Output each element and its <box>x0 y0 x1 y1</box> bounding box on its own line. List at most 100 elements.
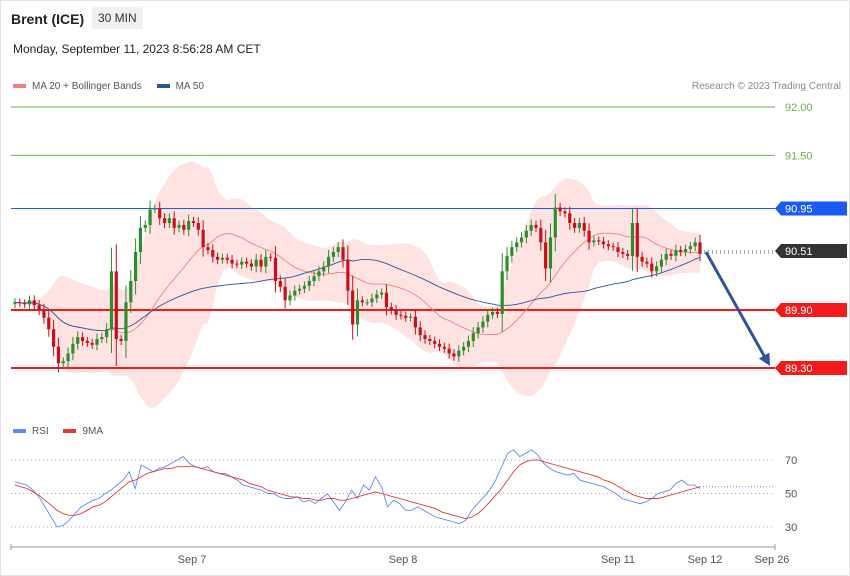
legend-rsi-ma-label: 9MA <box>82 426 104 437</box>
candle-body <box>220 257 225 260</box>
candle-body <box>167 218 171 223</box>
level-tag-2 <box>775 201 847 216</box>
candle-body <box>148 209 152 225</box>
candle-body <box>240 261 244 265</box>
candle-body <box>56 346 61 364</box>
candle-body <box>568 213 572 223</box>
candle-body <box>312 276 316 281</box>
candle-body <box>109 271 114 330</box>
rsi-swatch <box>13 429 26 434</box>
candle-body <box>360 300 364 303</box>
ma20-line <box>14 232 701 336</box>
candle-body <box>597 240 601 242</box>
candle-body <box>37 305 41 310</box>
rsi-level-label-2: 30 <box>785 522 797 534</box>
main-legend: MA 20 + Bollinger Bands MA 50 <box>13 81 216 92</box>
candle-body <box>630 223 635 256</box>
candle-body <box>495 311 499 314</box>
candle-body <box>90 342 94 345</box>
ma50-swatch <box>156 84 170 89</box>
candle-body <box>201 229 205 248</box>
candle-body <box>351 290 355 325</box>
level-label-4: 89.30 <box>785 363 813 375</box>
legend-item-ma20: MA 20 + Bollinger Bands <box>13 81 142 92</box>
candle-body <box>548 237 553 269</box>
legend-ma20-label: MA 20 + Bollinger Bands <box>32 81 142 92</box>
ma20-swatch <box>13 84 26 89</box>
credit-text: Research © 2023 Trading Central <box>691 81 841 92</box>
timeframe-badge[interactable]: 30 MIN <box>92 7 143 29</box>
candle-body <box>158 208 162 219</box>
candle-body <box>490 311 495 315</box>
rsi-ma-swatch <box>63 429 77 434</box>
candle-body <box>235 263 239 265</box>
candle-body <box>341 247 345 260</box>
candle-body <box>162 218 167 223</box>
candle-body <box>659 259 664 267</box>
chart-datetime: Monday, September 11, 2023 8:56:28 AM CE… <box>13 42 261 56</box>
current-price-tag <box>775 244 847 259</box>
candle-body <box>375 294 379 299</box>
bollinger-band-area <box>15 161 700 408</box>
candle-body <box>355 300 360 325</box>
candle-body <box>326 256 331 267</box>
candle-body <box>264 256 268 267</box>
candle-body <box>428 339 432 341</box>
candle-body <box>80 337 85 341</box>
candle-body <box>447 348 451 354</box>
x-tick-label: Sep 12 <box>688 554 723 566</box>
candle-body <box>47 317 51 330</box>
candle-body <box>51 329 56 347</box>
candle-body <box>577 223 582 228</box>
candle-body <box>302 285 307 289</box>
candle-body <box>119 339 123 341</box>
candle-body <box>457 350 461 357</box>
candle-body <box>273 257 278 281</box>
candle-body <box>61 361 65 364</box>
candle-body <box>433 340 437 344</box>
candle-body <box>616 247 620 252</box>
candle-body <box>442 346 446 349</box>
rsi-level-label-1: 50 <box>785 489 797 501</box>
candle-body <box>558 207 562 212</box>
candle-body <box>283 286 287 301</box>
candle-body <box>635 223 639 257</box>
candle-body <box>211 250 215 257</box>
rsi-ma-line <box>14 459 701 520</box>
candle-body <box>572 223 577 228</box>
candle-body <box>143 224 147 228</box>
candle-body <box>626 253 630 256</box>
candle-body <box>437 343 442 347</box>
candle-body <box>413 316 417 328</box>
candle-body <box>404 315 408 318</box>
candle-body <box>259 259 263 267</box>
candle-body <box>138 227 143 252</box>
candle-body <box>582 223 586 231</box>
candle-body <box>244 261 249 264</box>
candle-body <box>100 337 104 339</box>
candle-body <box>688 246 692 250</box>
candle-body <box>505 255 509 272</box>
candle-body <box>553 207 557 238</box>
candle-body <box>71 343 75 354</box>
candle-body <box>679 250 683 252</box>
candle-body <box>452 353 456 357</box>
chart-header: Brent (ICE) 30 MIN <box>0 0 850 40</box>
candle-body <box>153 208 157 210</box>
candle-body <box>95 339 99 345</box>
instrument-title: Brent (ICE) <box>11 11 85 27</box>
candle-body <box>515 242 519 248</box>
candle-body <box>288 295 292 301</box>
candle-body <box>654 266 659 272</box>
candle-body <box>187 221 191 230</box>
candle-body <box>182 224 186 230</box>
candle-body <box>544 242 548 269</box>
candle-body <box>196 223 200 230</box>
legend-item-rsi: RSI <box>13 426 49 437</box>
candle-body <box>683 249 688 252</box>
candle-body <box>225 257 229 260</box>
candle-body <box>418 327 422 336</box>
x-tick-label: Sep 26 <box>755 554 790 566</box>
candle-body <box>394 310 398 315</box>
